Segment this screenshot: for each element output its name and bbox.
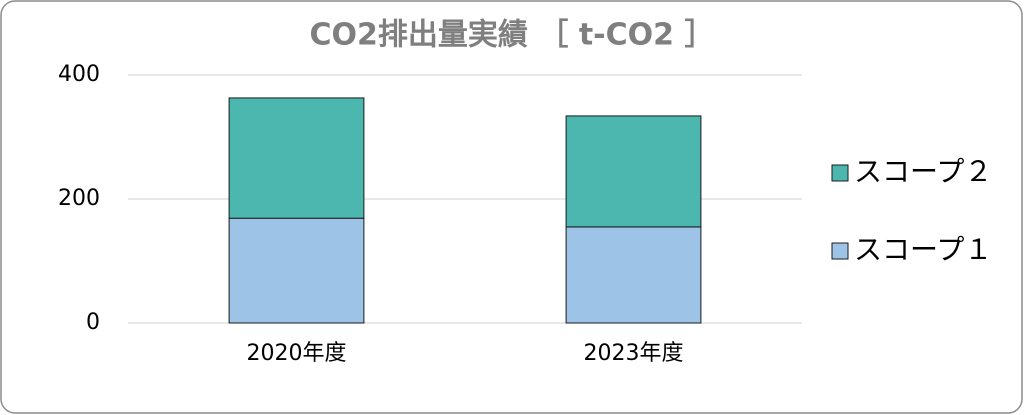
legend-swatch	[831, 242, 849, 260]
x-tick-label: 2020年度	[247, 341, 347, 366]
legend-label: スコープ１	[854, 233, 992, 266]
legend-label: スコープ２	[854, 155, 992, 188]
x-tick-label: 2023年度	[584, 341, 684, 366]
chart-title: CO2排出量実績 ［ t-CO2 ］	[310, 18, 715, 53]
bar-segment	[228, 97, 365, 219]
bar-segment	[565, 115, 702, 228]
y-tick-label: 200	[58, 186, 100, 211]
y-tick-label: 400	[58, 62, 100, 87]
y-tick-label: 0	[86, 310, 100, 335]
bar-segment	[228, 217, 365, 324]
bar-segment	[565, 226, 702, 324]
legend-swatch	[831, 164, 849, 182]
